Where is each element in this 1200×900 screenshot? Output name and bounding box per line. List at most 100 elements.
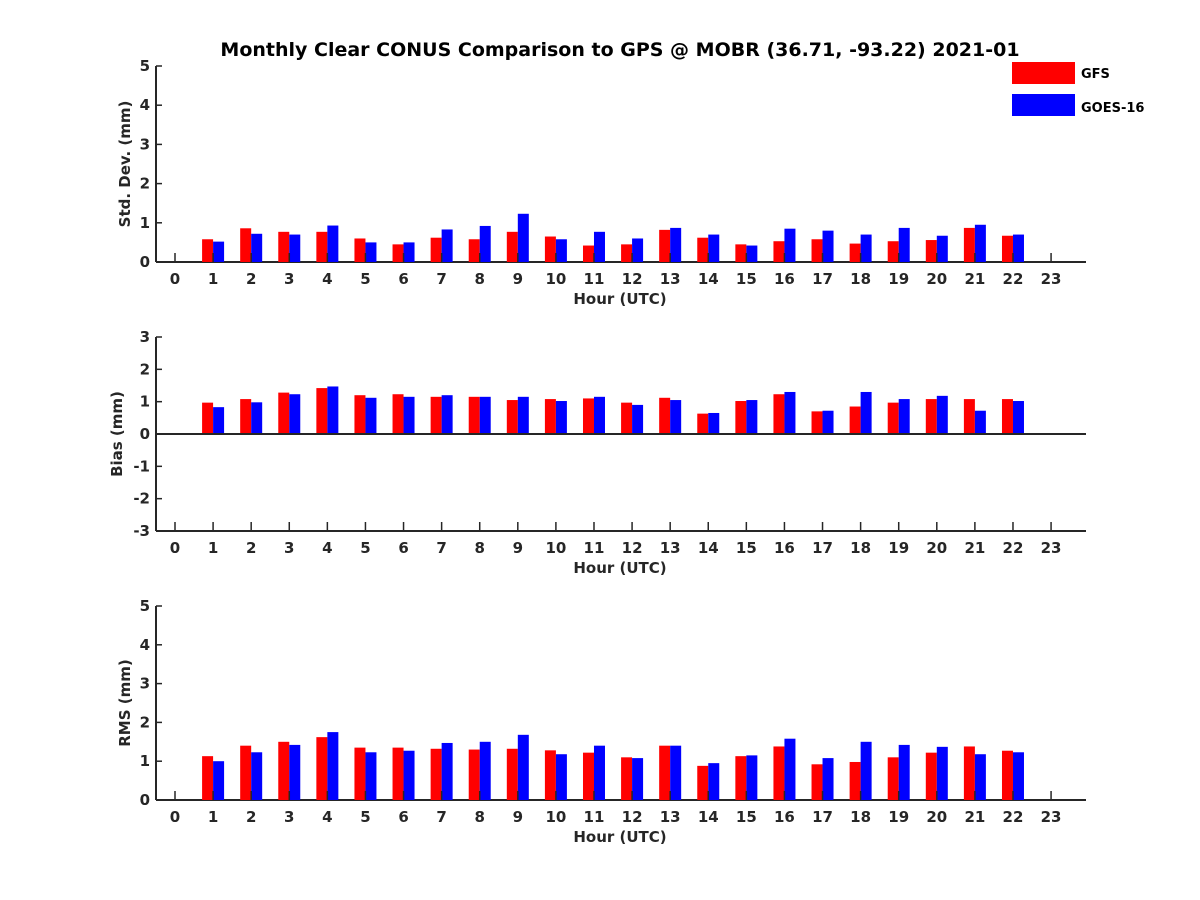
x-ticks-bias: 0 1 2 3 4 5 6 7 8 9 10 11 12 13 14 15 16 17 18 19 20 21 22 23: [170, 522, 1062, 557]
bar-goes16-hour-6: [403, 396, 415, 434]
bar-gfs-hour-20: [925, 399, 937, 434]
panel-bias: 0 1 2 3 4 5 6 7 8 9 10 11 12 13 14 15 16 17 18 19 20 21 22 23 -…: [108, 328, 1086, 577]
x-tick-label: 21: [964, 270, 985, 288]
legend-label-gfs: GFS: [1081, 67, 1110, 82]
bar-goes16-hour-8: [479, 741, 491, 800]
bar-gfs-hour-21: [963, 227, 975, 262]
bar-gfs-hour-10: [544, 236, 556, 262]
x-tick-label: 0: [170, 270, 180, 288]
y-axis-label-rms: RMS (mm): [116, 659, 134, 746]
x-tick-label: 19: [888, 808, 909, 826]
bar-goes16-hour-10: [555, 401, 567, 434]
bar-gfs-hour-17: [811, 411, 823, 434]
x-tick-label: 13: [660, 539, 681, 557]
y-tick-label: -1: [133, 457, 150, 475]
x-tick-label: 21: [964, 539, 985, 557]
bar-gfs-hour-12: [621, 402, 633, 434]
bar-goes16-hour-11: [593, 745, 605, 800]
x-tick-label: 23: [1041, 539, 1062, 557]
bar-gfs-hour-9: [506, 400, 518, 434]
bar-goes16-hour-14: [708, 234, 720, 262]
x-tick-label: 3: [284, 808, 294, 826]
bar-goes16-hour-6: [403, 242, 415, 262]
x-tick-label: 1: [208, 539, 218, 557]
bar-gfs-hour-19: [887, 241, 899, 262]
bar-goes16-hour-3: [289, 394, 301, 434]
y-tick-label: 3: [140, 135, 150, 153]
bar-gfs-hour-5: [354, 747, 366, 800]
bar-gfs-hour-3: [278, 231, 290, 262]
bar-goes16-hour-2: [251, 233, 263, 262]
x-tick-label: 2: [246, 539, 256, 557]
bar-gfs-hour-12: [621, 244, 633, 262]
x-tick-label: 0: [170, 539, 180, 557]
bar-goes16-hour-11: [593, 231, 605, 262]
bar-gfs-hour-18: [849, 761, 861, 800]
bar-goes16-hour-6: [403, 750, 415, 800]
legend-label-goes16: GOES-16: [1081, 101, 1144, 116]
bar-gfs-hour-21: [963, 746, 975, 800]
bar-goes16-hour-21: [974, 224, 986, 262]
bar-goes16-hour-3: [289, 744, 301, 800]
bar-goes16-hour-9: [517, 213, 529, 262]
x-tick-label: 18: [850, 539, 871, 557]
bar-goes16-hour-17: [822, 758, 834, 800]
x-tick-label: 13: [660, 808, 681, 826]
x-tick-label: 22: [1003, 539, 1024, 557]
bar-goes16-hour-9: [517, 734, 529, 800]
bar-goes16-hour-7: [441, 742, 453, 800]
bar-gfs-hour-13: [659, 397, 671, 434]
bar-gfs-hour-21: [963, 399, 975, 434]
bar-gfs-hour-19: [887, 402, 899, 434]
bar-goes16-hour-12: [632, 758, 644, 800]
bars-rms: [202, 732, 1024, 800]
y-tick-label: 5: [140, 57, 150, 75]
bar-gfs-hour-5: [354, 238, 366, 262]
x-tick-label: 6: [398, 539, 408, 557]
x-tick-label: 9: [513, 270, 523, 288]
bar-goes16-hour-7: [441, 229, 453, 262]
bar-goes16-hour-13: [670, 745, 682, 800]
x-tick-label: 19: [888, 270, 909, 288]
bar-gfs-hour-6: [392, 244, 404, 262]
x-ticks-std-dev: 0 1 2 3 4 5 6 7 8 9 10 11 12 13 14 15 16 17 18 19 20 21 22 23: [170, 253, 1062, 288]
x-tick-label: 17: [812, 539, 833, 557]
bar-gfs-hour-15: [735, 244, 747, 262]
bar-goes16-hour-20: [936, 235, 948, 262]
bar-gfs-hour-22: [1001, 750, 1013, 800]
bar-goes16-hour-16: [784, 391, 796, 434]
y-axis-label-std-dev: Std. Dev. (mm): [116, 101, 134, 228]
panel-rms: 0 1 2 3 4 5 6 7 8 9 10 11 12 13 14 15 16 17 18 19 20 21 22 23 0…: [116, 597, 1086, 846]
x-tick-label: 14: [698, 270, 719, 288]
y-tick-label: 1: [140, 214, 150, 232]
y-tick-label: 2: [140, 175, 150, 193]
x-tick-label: 8: [475, 539, 485, 557]
bar-gfs-hour-15: [735, 756, 747, 800]
bar-gfs-hour-8: [468, 396, 480, 434]
bar-goes16-hour-3: [289, 234, 301, 262]
x-tick-label: 20: [926, 808, 947, 826]
x-tick-label: 2: [246, 808, 256, 826]
y-tick-label: 4: [140, 96, 150, 114]
x-tick-label: 21: [964, 808, 985, 826]
y-tick-label: 2: [140, 360, 150, 378]
bar-goes16-hour-1: [213, 761, 225, 800]
x-tick-label: 12: [622, 808, 643, 826]
x-tick-label: 12: [622, 270, 643, 288]
bar-goes16-hour-7: [441, 395, 453, 434]
bar-gfs-hour-3: [278, 741, 290, 800]
bar-goes16-hour-14: [708, 763, 720, 800]
bar-goes16-hour-18: [860, 391, 872, 434]
bar-gfs-hour-11: [582, 752, 594, 800]
x-tick-label: 22: [1003, 808, 1024, 826]
bar-goes16-hour-20: [936, 746, 948, 800]
bar-goes16-hour-1: [213, 241, 225, 262]
y-ticks-bias: -3 -2 -1 0 1 2 3: [133, 328, 162, 540]
bar-gfs-hour-1: [202, 402, 214, 434]
bar-goes16-hour-15: [746, 400, 758, 434]
bar-goes16-hour-21: [974, 410, 986, 434]
x-tick-label: 18: [850, 808, 871, 826]
bar-gfs-hour-8: [468, 239, 480, 262]
bar-goes16-hour-17: [822, 230, 834, 262]
x-tick-label: 7: [436, 539, 446, 557]
